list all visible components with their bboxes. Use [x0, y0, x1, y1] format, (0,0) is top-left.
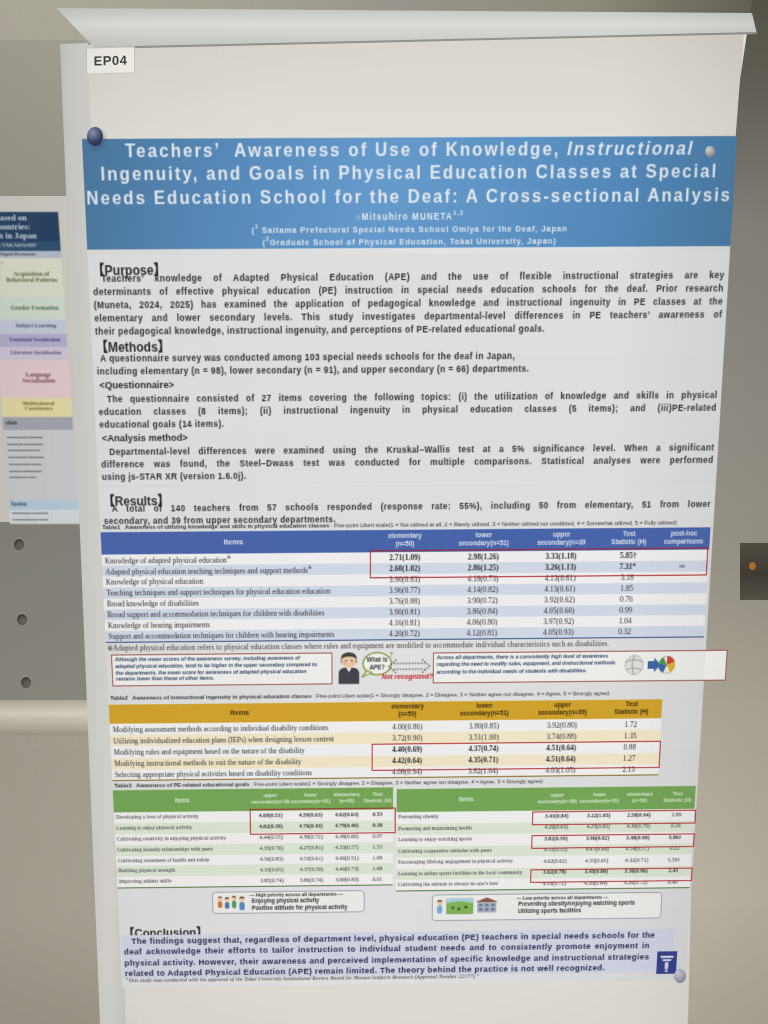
svg-text:What is: What is	[367, 657, 388, 663]
svg-text:APE?: APE?	[369, 665, 385, 671]
svg-text:?: ?	[389, 651, 393, 659]
